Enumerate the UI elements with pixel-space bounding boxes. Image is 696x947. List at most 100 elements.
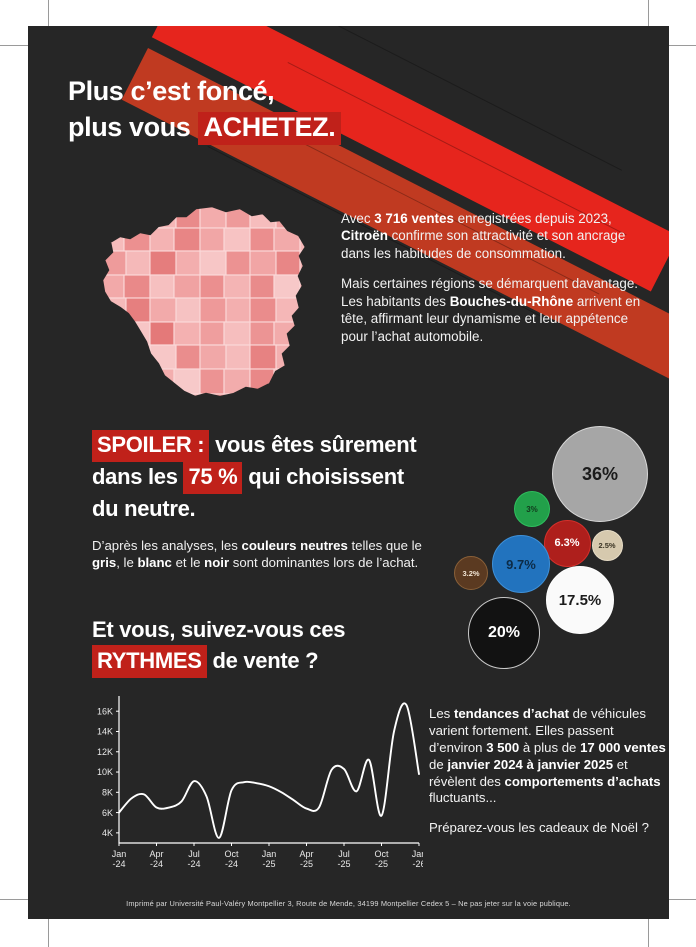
intro-p1-d: confirme son attractivité et son ancrage… [341, 228, 626, 261]
x-tick-label-year: -24 [112, 859, 125, 869]
spoiler-line-2-b: qui choisissent [242, 463, 404, 489]
rythmes-line-2: RYTHMES de vente ? [92, 645, 452, 679]
rythmes-line-2-rest: de vente ? [206, 648, 319, 674]
spoiler-sub-a: D’après les analyses, les [92, 537, 242, 553]
cropmark-top-right-vertical [648, 0, 649, 46]
spoiler-line-1: SPOILER : vous êtes sûrement [92, 430, 512, 462]
bubble-20: 20% [468, 597, 540, 669]
bubble-label: 3% [526, 504, 538, 514]
ct-bold-comportements: comportements d’achats [504, 773, 661, 789]
spoiler-sub-bold-neutres: couleurs neutres [241, 537, 348, 553]
x-tick-label-year: -24 [187, 859, 200, 869]
france-map-svg [100, 204, 308, 399]
headline-line-2: plus vous ACHETEZ. [68, 110, 342, 146]
y-tick-label: 12K [97, 747, 113, 757]
spoiler-sub-e: et le [171, 554, 205, 570]
rythmes-highlight: RYTHMES [92, 645, 207, 679]
y-tick-label: 10K [97, 767, 113, 777]
x-tick-label-year: -25 [375, 859, 388, 869]
intro-p1-bold-ventes: 3 716 ventes [374, 211, 454, 226]
bubble-17-5: 17.5% [546, 566, 614, 634]
cropmark-bottom-right-horizontal [648, 899, 696, 900]
intro-text-block: Avec 3 716 ventes enregistrées depuis 20… [341, 210, 653, 358]
ct-p1-a: Les [429, 706, 454, 721]
ct-bold-17000: 17 000 ventes [580, 739, 666, 755]
x-tick-label-year: -25 [262, 859, 275, 869]
y-tick-label: 6K [102, 808, 113, 818]
cropmark-top-right-horizontal [648, 45, 696, 46]
line-chart-svg: 4K6K8K10K12K14K16KJan-24Apr-24Jul-24Oct-… [97, 696, 423, 869]
spoiler-sub-bold-blanc: blanc [137, 554, 172, 570]
x-tick-label-month: Oct [224, 849, 239, 859]
bubble-3: 3% [514, 491, 550, 527]
france-departments [102, 206, 306, 397]
intro-paragraph-1: Avec 3 716 ventes enregistrées depuis 20… [341, 210, 653, 262]
cropmark-bottom-left-vertical [48, 901, 49, 947]
cropmark-bottom-left-horizontal [0, 899, 48, 900]
chart-paragraph-1: Les tendances d’achat de véhicules varie… [429, 706, 667, 807]
x-tick-label-year: -24 [225, 859, 238, 869]
france-map [100, 204, 316, 409]
y-tick-label: 8K [102, 788, 113, 798]
ct-p1-c: de véhicules varient fortement. Elles pa… [429, 706, 646, 755]
bubble-2-5: 2.5% [591, 529, 623, 561]
ct-p1-e: de [429, 756, 448, 772]
france-outline [100, 204, 308, 399]
chart-axes [118, 696, 419, 844]
headline-highlight-achetez: ACHETEZ. [197, 111, 342, 146]
spoiler-sub-f: sont dominantes lors de l’achat. [229, 554, 419, 570]
bubble-9-7: 9.7% [492, 535, 550, 593]
spoiler-sub-bold-gris: gris [92, 554, 117, 570]
intro-paragraph-2: Mais certaines régions se démarquent dav… [341, 275, 653, 345]
chart-text-block: Les tendances d’achat de véhicules varie… [429, 706, 667, 850]
x-tick-label-month: Jan [412, 849, 423, 859]
x-tick-label-year: -25 [337, 859, 350, 869]
x-tick-label-month: Jul [188, 849, 200, 859]
headline: Plus c’est foncé, plus vous ACHETEZ. [68, 74, 342, 146]
bubble-36: 36% [552, 426, 648, 522]
ct-p1-f: et révèlent des [429, 756, 628, 789]
x-tick-label-month: Apr [299, 849, 313, 859]
x-tick-label-month: Jul [338, 849, 350, 859]
chart-paragraph-2: Préparez-vous les cadeaux de Noël ? [429, 820, 649, 836]
bubble-3-2: 3.2% [454, 556, 488, 590]
spoiler-line-3: du neutre. [92, 495, 196, 521]
poster-panel: Plus c’est foncé, plus vous ACHETEZ. [28, 26, 669, 919]
spoiler-line-2: dans les 75 % qui choisissent [92, 461, 512, 494]
bubble-label: 3.2% [462, 568, 480, 578]
cropmark-top-left-vertical [48, 0, 49, 46]
x-tick-label-month: Oct [374, 849, 389, 859]
y-tick-label: 4K [102, 828, 113, 838]
headline-line-2-prefix: plus vous [68, 111, 198, 142]
x-tick-label-year: -24 [150, 859, 163, 869]
spoiler-sub-bold-noir: noir [204, 554, 230, 570]
ct-p1-g: fluctuants... [429, 790, 497, 806]
spoiler-tag: SPOILER : [92, 430, 210, 462]
intro-p2-bold-bouches: Bouches-du-Rhône [449, 293, 574, 309]
spoiler-sub-d: , le [116, 554, 138, 570]
x-tick-label-year: -26 [412, 859, 423, 869]
bubble-label: 2.5% [598, 540, 616, 550]
ct-bold-3500: 3 500 [486, 739, 520, 755]
bubble-label: 6.3% [554, 537, 580, 549]
spoiler-line-2-a: dans les [92, 463, 184, 489]
spoiler-sub-c: telles que le [347, 537, 422, 553]
intro-p2-b: Les habitants des [341, 293, 450, 309]
rythmes-heading: Et vous, suivez-vous ces RYTHMES de vent… [92, 614, 452, 679]
cropmark-top-left-horizontal [0, 45, 48, 46]
footer-legal-text: Imprimé par Université Paul-Valéry Montp… [126, 899, 571, 908]
x-tick-label-year: -25 [300, 859, 313, 869]
bubble-label: 20% [487, 624, 521, 641]
x-tick-label-month: Jan [262, 849, 277, 859]
bubble-chart: 36% 3% 6.3% 2.5% 9.7% 3.2% 17.5% 20% [448, 418, 663, 673]
line-chart: 4K 6K 8K 10K 12K 14K 16K Jan -24 Apr -24 Jul -24 Oct -… [83, 688, 423, 883]
bubble-label: 36% [581, 463, 619, 484]
ct-bold-tendances: tendances d’achat [453, 706, 569, 721]
ct-p1-d: à plus de [519, 739, 581, 755]
intro-p1-bold-citroen: Citroën [341, 228, 388, 244]
intro-p2-c: arrivent en tête, affirmant leur dynamis… [341, 293, 641, 344]
headline-line-1: Plus c’est foncé, [68, 76, 275, 106]
x-tick-label-month: Jan [112, 849, 127, 859]
bubble-label: 9.7% [506, 556, 536, 572]
x-tick-label-month: Apr [149, 849, 163, 859]
